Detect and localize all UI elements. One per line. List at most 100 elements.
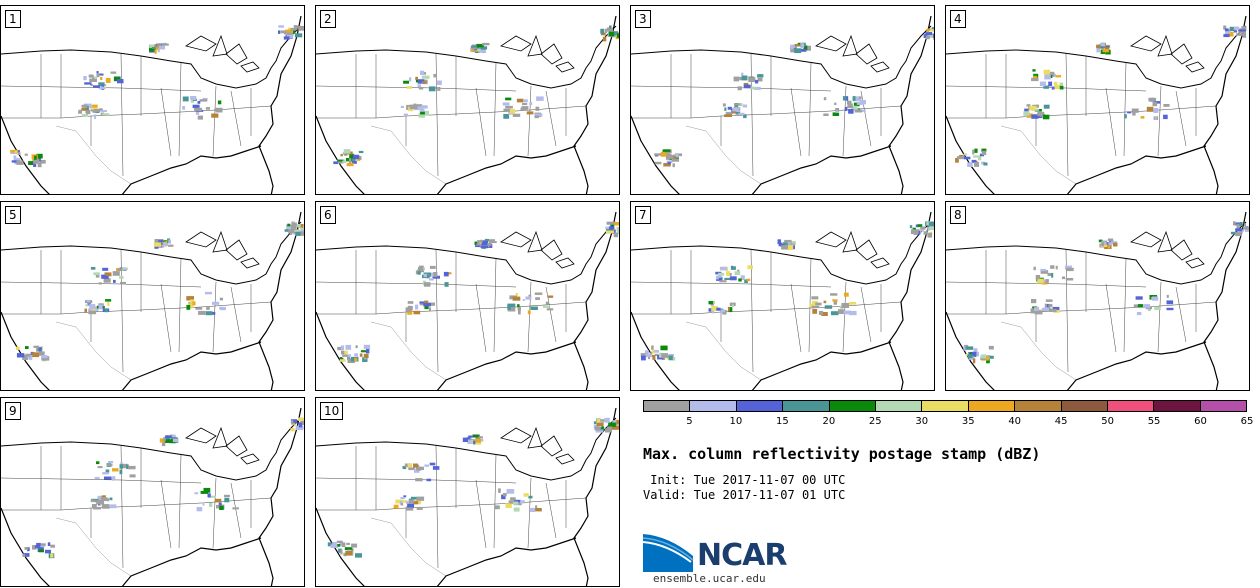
radar-echo xyxy=(25,346,29,349)
radar-echo xyxy=(478,49,486,53)
radar-echo xyxy=(190,99,195,103)
radar-echo xyxy=(781,245,789,250)
radar-echo xyxy=(366,348,370,354)
state-border xyxy=(212,281,217,353)
radar-echo xyxy=(967,162,973,167)
state-border xyxy=(515,301,587,308)
radar-echo xyxy=(666,357,669,360)
radar-echo xyxy=(154,49,157,54)
radar-echo xyxy=(667,161,671,165)
state-border xyxy=(1123,257,1127,353)
radar-echo xyxy=(607,426,612,432)
radar-echo xyxy=(415,104,423,107)
radar-echo xyxy=(972,358,976,364)
radar-echo xyxy=(512,113,521,117)
mexico-border xyxy=(55,517,132,577)
radar-echo xyxy=(88,310,97,315)
state-border xyxy=(475,283,487,353)
radar-echo xyxy=(794,48,802,54)
radar-echo xyxy=(1243,226,1249,230)
radar-echo xyxy=(433,73,437,78)
radar-echo xyxy=(668,353,674,357)
country-border xyxy=(946,221,1247,285)
radar-echo xyxy=(168,244,174,247)
radar-echo xyxy=(195,307,203,310)
radar-echo xyxy=(427,302,435,306)
radar-echo xyxy=(1243,223,1247,226)
radar-echo xyxy=(743,114,747,119)
radar-echo xyxy=(95,274,100,278)
member-panel-4[interactable]: 4 xyxy=(945,5,1250,195)
great-lake xyxy=(540,43,563,65)
radar-echo xyxy=(972,149,975,155)
member-panel-5[interactable]: 5 xyxy=(0,201,305,391)
radar-echo xyxy=(429,462,436,466)
radar-echo xyxy=(1233,26,1240,30)
member-panel-9[interactable]: 9 xyxy=(0,397,305,587)
radar-echo xyxy=(196,507,203,512)
radar-echo xyxy=(287,223,291,229)
radar-echo xyxy=(351,161,357,164)
radar-echo xyxy=(101,504,110,509)
radar-echo xyxy=(339,359,346,362)
radar-echo xyxy=(801,43,805,49)
great-lake xyxy=(185,231,217,248)
radar-echo xyxy=(912,227,916,231)
great-lake xyxy=(212,34,228,57)
radar-echo xyxy=(189,299,194,304)
radar-echo xyxy=(344,547,353,551)
radar-echo xyxy=(614,33,619,38)
member-panel-8[interactable]: 8 xyxy=(945,201,1250,391)
mexico-border xyxy=(55,321,132,381)
great-lake xyxy=(185,35,217,52)
member-panel-3[interactable]: 3 xyxy=(630,5,935,195)
radar-echo xyxy=(407,503,415,508)
great-lake xyxy=(185,427,217,444)
radar-echo xyxy=(1049,308,1057,312)
radar-echo xyxy=(963,153,967,156)
radar-echo xyxy=(802,42,806,47)
radar-echo xyxy=(711,306,718,311)
radar-echo xyxy=(535,505,538,510)
radar-echo xyxy=(105,78,111,83)
radar-echo xyxy=(748,77,756,83)
radar-echo xyxy=(718,273,722,278)
great-lake xyxy=(240,61,260,73)
radar-echo xyxy=(98,86,105,90)
member-panel-2[interactable]: 2 xyxy=(315,5,620,195)
member-panel-10[interactable]: 10 xyxy=(315,397,620,587)
radar-echo xyxy=(437,87,441,91)
radar-echo xyxy=(1110,241,1118,245)
radar-echo xyxy=(652,355,656,360)
radar-echo xyxy=(728,307,733,313)
member-panel-7[interactable]: 7 xyxy=(630,201,935,391)
radar-echo xyxy=(1050,265,1055,269)
radar-echo xyxy=(11,160,20,163)
member-panel-6[interactable]: 6 xyxy=(315,201,620,391)
radar-echo xyxy=(671,158,680,162)
ncar-logo[interactable]: NCAR ensemble.ucar.edu xyxy=(642,532,803,588)
radar-echo xyxy=(420,111,425,115)
state-border xyxy=(1157,85,1162,157)
radar-echo xyxy=(107,498,110,502)
radar-echo xyxy=(513,507,520,512)
radar-echo xyxy=(295,223,301,228)
radar-echo xyxy=(1133,304,1139,308)
radar-echo xyxy=(927,226,930,231)
radar-echo xyxy=(168,440,176,444)
radar-echo xyxy=(971,159,977,163)
mexico-border xyxy=(370,517,447,577)
radar-echo xyxy=(22,554,26,557)
radar-echo xyxy=(154,239,159,243)
radar-echo xyxy=(50,544,55,548)
radar-echo xyxy=(955,157,959,163)
radar-echo xyxy=(601,426,604,430)
great-lake xyxy=(870,61,890,73)
radar-echo xyxy=(432,466,440,470)
member-panel-1[interactable]: 1 xyxy=(0,5,305,195)
radar-echo xyxy=(284,229,289,232)
radar-echo xyxy=(1040,268,1047,272)
state-border xyxy=(750,53,754,177)
radar-echo xyxy=(17,152,21,155)
radar-echo xyxy=(854,109,863,113)
